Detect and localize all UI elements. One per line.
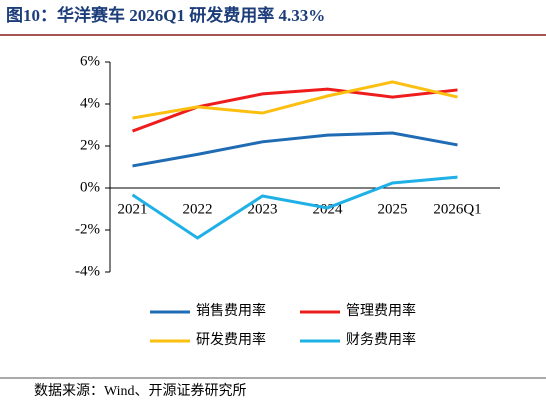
y-tick-label: 6% <box>80 53 100 69</box>
legend-label: 财务费用率 <box>346 331 416 348</box>
source: 数据来源：Wind、开源证券研究所 <box>34 383 247 399</box>
legend-label: 研发费用率 <box>196 331 266 348</box>
y-tick-label: 2% <box>80 137 100 153</box>
y-tick-label: 4% <box>80 95 100 111</box>
y-tick-label: -4% <box>75 263 100 279</box>
x-tick-label: 2021 <box>118 201 148 217</box>
legend-label: 销售费用率 <box>196 302 266 319</box>
legend-label: 管理费用率 <box>346 302 416 319</box>
series-line <box>131 175 458 240</box>
x-tick-label: 2025 <box>378 201 408 217</box>
y-tick-label: 0% <box>80 179 100 195</box>
x-tick-label: 2026Q1 <box>433 201 481 217</box>
series-line <box>132 80 458 120</box>
series-line <box>131 87 458 133</box>
x-tick-label: 2023 <box>248 201 278 217</box>
x-tick-label: 2022 <box>183 201 213 217</box>
chart-title: 图10：华洋赛车 2026Q1 研发费用率 4.33% <box>6 5 325 25</box>
y-tick-label: -2% <box>75 221 100 237</box>
series-line <box>132 131 458 168</box>
